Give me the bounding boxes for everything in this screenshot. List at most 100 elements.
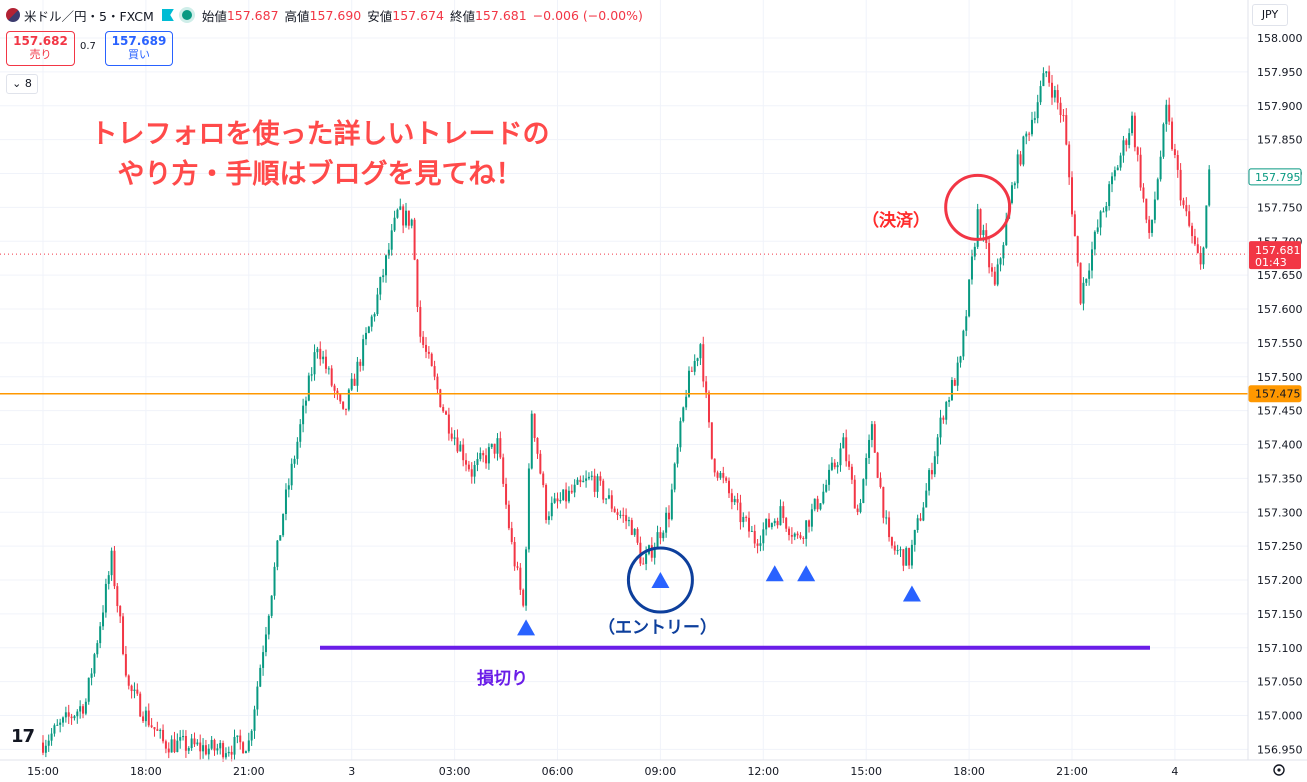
candle-body bbox=[567, 490, 570, 502]
indicator-toggle[interactable]: ⌄ 8 bbox=[6, 74, 38, 94]
candle-body bbox=[805, 520, 808, 539]
candle-body bbox=[296, 441, 299, 459]
symbol-title[interactable]: 米ドル／円・5・FXCM bbox=[24, 8, 154, 24]
flag-bookmark-icon[interactable] bbox=[161, 9, 174, 21]
candle-body bbox=[610, 495, 613, 509]
candle-body bbox=[1159, 156, 1162, 180]
candle-body bbox=[1165, 104, 1168, 125]
candle-body bbox=[870, 424, 873, 440]
candle-body bbox=[622, 514, 625, 516]
settings-gear-icon[interactable] bbox=[1273, 764, 1285, 776]
candle-body bbox=[76, 711, 79, 717]
candle-body bbox=[93, 654, 96, 674]
candle-body bbox=[287, 485, 290, 490]
candle-body bbox=[945, 401, 948, 420]
candle-body bbox=[976, 209, 979, 247]
candle-body bbox=[833, 462, 836, 468]
candle-body bbox=[888, 517, 891, 538]
candle-body bbox=[948, 400, 951, 402]
candle-body bbox=[585, 478, 588, 481]
candle-body bbox=[913, 529, 916, 545]
y-tick-label: 157.650 bbox=[1257, 269, 1303, 282]
candle-body bbox=[856, 508, 859, 512]
candle-body bbox=[679, 421, 682, 448]
candle-body bbox=[905, 547, 908, 566]
candle-body bbox=[470, 469, 473, 477]
candle-body bbox=[290, 463, 293, 486]
candle-body bbox=[559, 500, 562, 502]
y-tick-label: 156.950 bbox=[1257, 743, 1303, 756]
candle-body bbox=[707, 392, 710, 423]
candle-body bbox=[116, 586, 119, 607]
candle-body bbox=[304, 400, 307, 406]
candle-body bbox=[184, 736, 187, 751]
candle-body bbox=[539, 453, 542, 474]
candle-body bbox=[662, 532, 665, 539]
candle-body bbox=[430, 353, 433, 367]
candle-body bbox=[633, 529, 636, 535]
sell-button[interactable]: 157.682 売り bbox=[6, 31, 75, 66]
candle-body bbox=[753, 530, 756, 544]
candle-body bbox=[204, 745, 207, 755]
candle-body bbox=[722, 472, 725, 478]
buy-button[interactable]: 157.689 買い bbox=[105, 31, 173, 66]
stop-loss-label: 損切り bbox=[477, 669, 528, 689]
candle-body bbox=[439, 389, 442, 408]
candle-body bbox=[1176, 155, 1179, 170]
candle-body bbox=[939, 417, 942, 438]
y-tick-label: 157.350 bbox=[1257, 472, 1303, 485]
candle-body bbox=[1122, 140, 1125, 156]
candle-body bbox=[167, 748, 170, 753]
candle-body bbox=[510, 528, 513, 542]
candle-body bbox=[885, 517, 888, 519]
candle-body bbox=[162, 729, 165, 742]
candle-body bbox=[808, 520, 811, 527]
candle-body bbox=[993, 271, 996, 285]
candle-body bbox=[590, 475, 593, 477]
candle-body bbox=[865, 457, 868, 480]
candle-body bbox=[187, 748, 190, 751]
candle-body bbox=[619, 514, 622, 516]
candle-body bbox=[373, 314, 376, 317]
candle-body bbox=[1079, 262, 1082, 304]
candle-body bbox=[347, 389, 350, 410]
candle-body bbox=[933, 456, 936, 475]
entry-marker-icon bbox=[902, 585, 921, 602]
candle-body bbox=[910, 544, 913, 566]
candle-body bbox=[607, 495, 610, 499]
candle-body bbox=[442, 407, 445, 412]
entry-marker-icon bbox=[765, 565, 784, 582]
candle-body bbox=[99, 626, 102, 644]
candle-body bbox=[547, 516, 550, 520]
candle-body bbox=[522, 589, 525, 606]
candle-body bbox=[1002, 245, 1005, 259]
candle-body bbox=[996, 264, 999, 285]
candle-body bbox=[988, 243, 991, 268]
candle-body bbox=[410, 219, 413, 226]
currency-button[interactable]: JPY bbox=[1252, 4, 1288, 26]
candle-body bbox=[462, 444, 465, 461]
y-tick-label: 157.300 bbox=[1257, 506, 1303, 519]
candle-body bbox=[882, 486, 885, 518]
candle-body bbox=[242, 742, 245, 754]
candle-body bbox=[62, 717, 65, 723]
candle-body bbox=[359, 361, 362, 366]
candle-body bbox=[407, 210, 410, 226]
y-tick-label: 157.950 bbox=[1257, 66, 1303, 79]
high-label: 高値 bbox=[284, 8, 310, 24]
candle-body bbox=[413, 219, 416, 260]
candle-body bbox=[122, 616, 125, 655]
candle-body bbox=[919, 518, 922, 521]
price-axis: 158.000157.950157.900157.850157.800157.7… bbox=[1247, 0, 1303, 760]
candle-body bbox=[979, 209, 982, 236]
tradingview-logo[interactable]: 17 bbox=[11, 726, 35, 747]
open-label: 始値 bbox=[201, 8, 227, 24]
candle-body bbox=[725, 477, 728, 481]
x-tick-label: 21:00 bbox=[233, 765, 265, 778]
candle-body bbox=[124, 654, 127, 676]
candle-body bbox=[490, 443, 493, 448]
candle-body bbox=[953, 379, 956, 386]
entry-marker-icon bbox=[517, 619, 536, 636]
